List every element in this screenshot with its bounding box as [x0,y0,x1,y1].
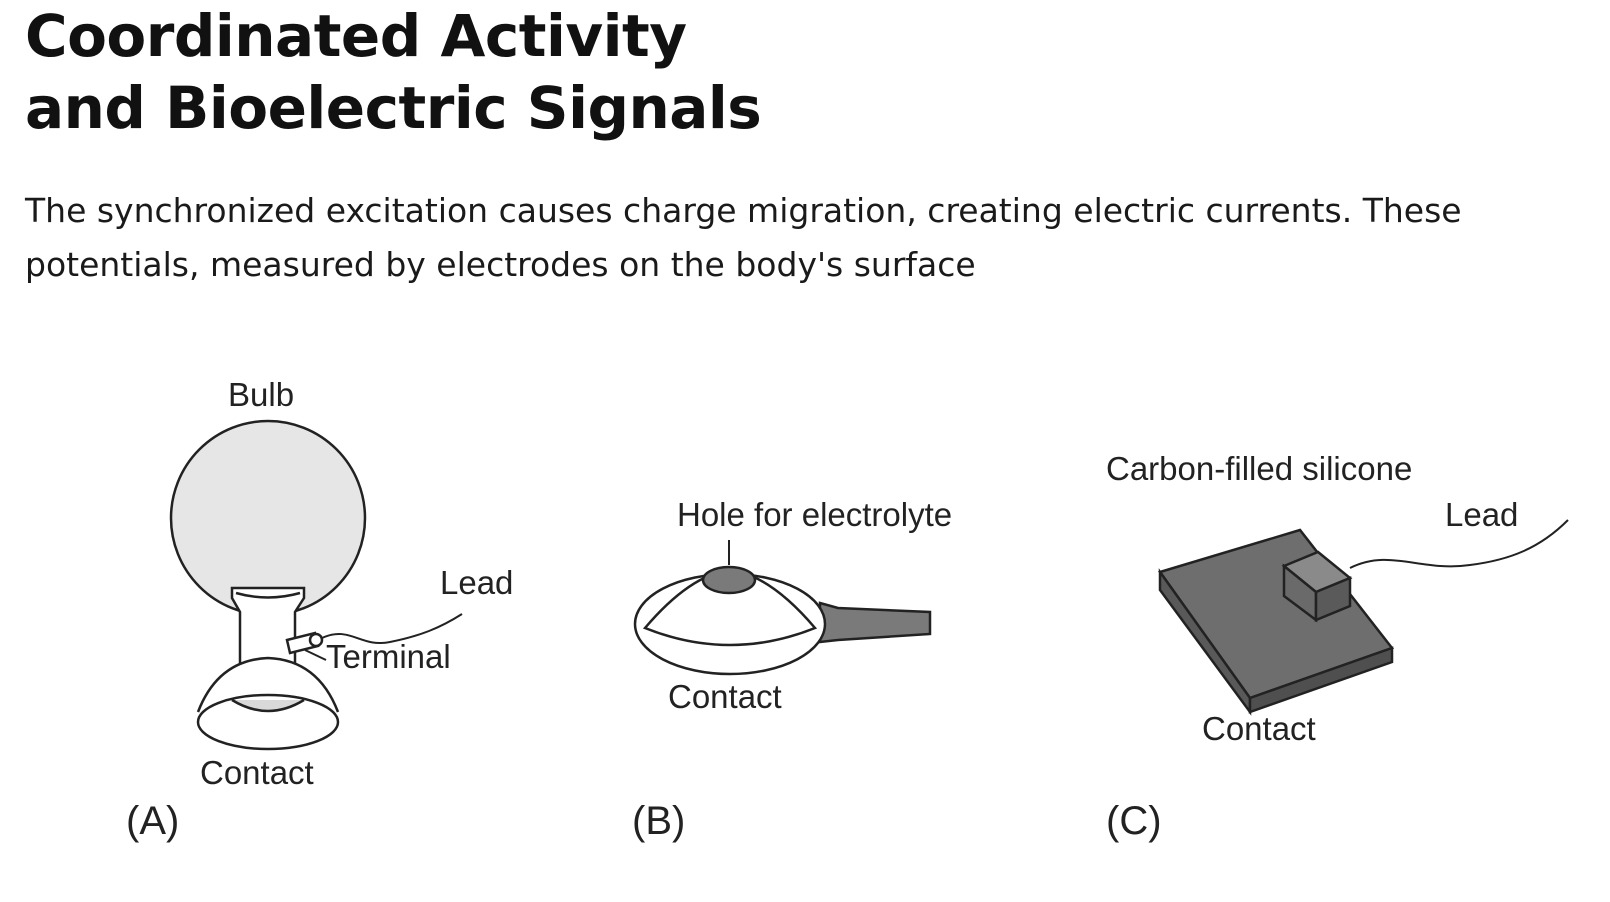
flexible-electrode-diagram [1157,519,1569,716]
panel-label-a: (A) [126,799,179,843]
hole-label: Hole for electrolyte [677,496,952,533]
page-title: Coordinated Activity and Bioelectric Sig… [25,0,762,144]
bulb-label: Bulb [228,376,294,413]
contact-label-c: Contact [1202,710,1316,747]
panel-label-c: (C) [1106,799,1162,843]
lead-label-a: Lead [440,564,513,601]
electrode-cable [818,601,932,644]
bulb-shape [169,419,367,617]
panel-label-b: (B) [632,799,685,843]
description-paragraph: The synchronized excitation causes charg… [25,191,1462,284]
contact-label-b: Contact [668,678,782,715]
terminal-label: Terminal [326,638,451,675]
electrode-dome [642,568,818,647]
contact-label-a: Contact [200,754,314,791]
lead-wire [321,613,463,644]
floating-electrode-diagram [633,540,932,676]
title-line-1: Coordinated Activity [25,2,687,70]
suction-electrode-diagram [169,419,463,751]
lead-wire-c [1349,519,1569,569]
lead-label-c: Lead [1445,496,1518,533]
material-label: Carbon-filled silicone [1106,450,1412,487]
electrolyte-hole [701,565,757,595]
contact-rim [196,693,340,751]
title-line-2: and Bioelectric Signals [25,74,762,142]
